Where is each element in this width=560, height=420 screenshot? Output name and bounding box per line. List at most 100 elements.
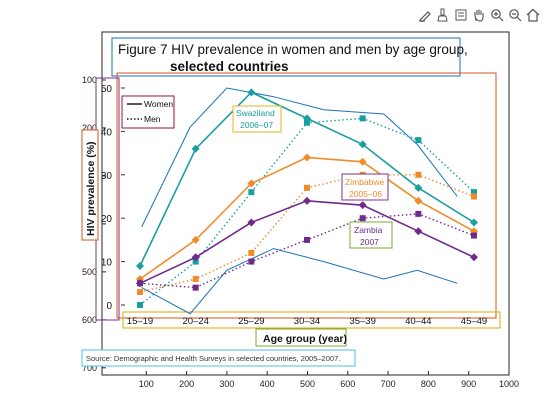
- label-swaziland-2: 2006–07: [240, 120, 273, 130]
- outer-xtick-label: 300: [219, 379, 234, 389]
- legend-women: Women: [144, 99, 173, 109]
- series-point: [303, 196, 311, 205]
- plot-ytick-label: 0: [106, 301, 112, 312]
- edit-plot-icon[interactable]: [418, 8, 432, 22]
- series-point: [248, 189, 255, 196]
- xlabel-box: [255, 328, 347, 347]
- ylabel: HIV prevalence (%): [85, 141, 97, 236]
- legend-men: Men: [144, 114, 161, 124]
- label-box-zimbabwe: [341, 173, 389, 201]
- outer-ytick-label: 700: [82, 363, 97, 373]
- outer-xtick-label: 500: [300, 379, 315, 389]
- plot-y-ticks: 0 10 20 30 40 50: [101, 84, 125, 312]
- outer-ytick-label: 500: [82, 267, 97, 277]
- series-point: [414, 183, 423, 192]
- series-point: [192, 284, 199, 291]
- series-point: [358, 140, 367, 149]
- plot-ytick-label: 50: [101, 84, 113, 95]
- figure-toolbar: [418, 8, 540, 22]
- plot-ytick-label: 20: [101, 214, 113, 225]
- plot-xtick-label: 40–44: [405, 316, 431, 327]
- xlabel: Age group (year): [263, 333, 347, 345]
- series-point: [358, 157, 367, 166]
- legend-box: [121, 95, 175, 129]
- plot-xtick-label: 30–34: [294, 316, 320, 327]
- series-point: [247, 179, 256, 188]
- figure-title-line2: selected countries: [170, 59, 289, 74]
- series-point: [358, 201, 367, 210]
- outer-xtick-label: 1000: [499, 379, 519, 389]
- series-point: [471, 193, 477, 200]
- series-point: [192, 258, 199, 265]
- pan-hand-icon[interactable]: [472, 8, 486, 22]
- outer-xtick-label: 800: [421, 379, 436, 389]
- source-box: [81, 349, 356, 367]
- series-point: [415, 210, 422, 217]
- plot-ytick-label: 10: [101, 258, 113, 269]
- plot-xtick-label: 20–24: [182, 316, 208, 327]
- envelope-upper: [141, 87, 458, 228]
- series-point: [247, 88, 256, 97]
- envelope-lower: [141, 248, 458, 315]
- source-note: Source: Demographic and Health Surveys i…: [86, 354, 340, 363]
- outer-xtick-label: 100: [139, 379, 154, 389]
- plot-frame: [116, 72, 497, 319]
- outer-xtick-label: 900: [461, 379, 476, 389]
- label-swaziland-1: Swaziland: [236, 108, 275, 118]
- label-box-zambia: [349, 221, 393, 249]
- plot-xtick-label: 15–19: [127, 316, 153, 327]
- title-box: [111, 37, 461, 77]
- zoom-in-icon[interactable]: [490, 8, 504, 22]
- brush-icon[interactable]: [436, 8, 450, 22]
- series-point: [248, 249, 255, 256]
- series-point: [415, 137, 422, 144]
- series-point: [359, 115, 366, 122]
- series-point: [192, 275, 199, 282]
- series-point: [248, 258, 255, 265]
- data-tips-icon[interactable]: [454, 8, 468, 22]
- label-zimbabwe-2: 2005–06: [349, 189, 382, 199]
- outer-ytick-label: 100: [82, 75, 97, 85]
- plot-xtick-label: 25–29: [238, 316, 264, 327]
- series-point: [414, 196, 423, 205]
- series-point: [304, 236, 310, 243]
- series-point: [137, 288, 143, 295]
- swaziland-envelope: [141, 87, 458, 315]
- series-point: [414, 227, 423, 236]
- plot-ytick-label: 40: [101, 127, 113, 138]
- label-zambia-1: Zambia: [354, 225, 383, 235]
- home-icon[interactable]: [526, 8, 540, 22]
- series-point: [191, 235, 200, 244]
- series-point: [137, 302, 143, 308]
- series-point: [304, 184, 310, 191]
- outer-ytick-label: 600: [82, 315, 97, 325]
- plot-ytick-label: 30: [101, 171, 113, 182]
- series-point: [470, 218, 478, 227]
- series-point: [303, 153, 311, 162]
- series-point: [247, 218, 256, 227]
- plot-xtick-label: 35–39: [349, 316, 375, 327]
- series-point: [191, 144, 200, 153]
- series-point: [191, 253, 200, 262]
- figure-image: Figure 7 HIV prevalence in women and men…: [81, 37, 501, 367]
- outer-xtick-label: 600: [340, 379, 355, 389]
- series-point: [359, 215, 366, 222]
- chart-series: [136, 88, 478, 308]
- outer-xtick-label: 400: [260, 379, 275, 389]
- series-point: [137, 280, 143, 287]
- zoom-out-icon[interactable]: [508, 8, 522, 22]
- label-zambia-2: 2007: [360, 237, 379, 247]
- figure-title-line1: Figure 7 HIV prevalence in women and men…: [118, 42, 468, 57]
- series-point: [471, 232, 477, 239]
- series-point: [304, 119, 310, 126]
- outer-xtick-label: 200: [179, 379, 194, 389]
- ylabel-box: [81, 129, 99, 241]
- series-point: [470, 253, 478, 262]
- series-point: [471, 189, 477, 196]
- outer-xtick-label: 700: [381, 379, 396, 389]
- label-zimbabwe-1: Zimbabwe: [345, 177, 384, 187]
- plot-xtick-label: 45–49: [461, 316, 487, 327]
- xticklabel-frame: [122, 311, 501, 329]
- plot-x-ticks: 15–19 20–24 25–29 30–34 35–39 40–44 45–49: [127, 316, 487, 327]
